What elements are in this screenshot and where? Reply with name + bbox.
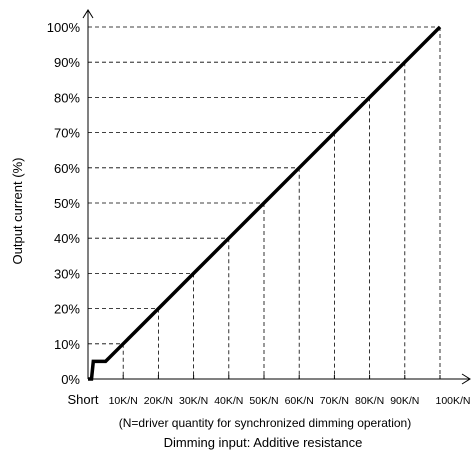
x-axis-arrow [461,373,471,385]
axes [82,9,471,385]
series-line [88,25,442,381]
x-tick-label: 20K/N [144,395,173,407]
x-tick-label: 90K/N [390,395,419,407]
x-tick-label: 100K/N [435,395,470,407]
y-tick-labels: 0% 10% 20% 30% 40% 50% 60% 70% 80% 90% 100% [47,20,81,387]
x-tick-label: 80K/N [355,395,384,407]
x-tick-labels: Short 10K/N 20K/N 30K/N 40K/N 50K/N 60K/N 70K/N… [67,392,470,407]
y-tick-label: 70% [54,126,80,141]
y-tick-label: 50% [54,196,80,211]
y-tick-label: 30% [54,266,80,281]
y-tick-label: 90% [54,55,80,70]
y-tick-label: 60% [54,161,80,176]
y-tick-label: 20% [54,302,80,317]
y-tick-label: 0% [61,372,80,387]
x-axis-note: (N=driver quantity for synchronized dimm… [119,416,411,430]
x-tick-label: 30K/N [179,395,208,407]
x-tick-label: 40K/N [214,395,243,407]
x-tick-label: 60K/N [285,395,314,407]
y-tick-label: 10% [54,337,80,352]
y-tick-label: 100% [47,20,81,35]
x-tick-label: 10K/N [109,395,138,407]
grid-lines [88,26,441,379]
x-tick-label: Short [67,392,98,407]
y-tick-label: 80% [54,90,80,105]
x-tick-label: 70K/N [320,395,349,407]
y-axis-arrow [82,9,94,19]
y-axis-title: Output current (%) [10,158,25,265]
x-axis-title: Dimming input: Additive resistance [164,435,363,450]
series-lines [88,25,442,381]
y-tick-label: 40% [54,231,80,246]
x-tick-label: 50K/N [249,395,278,407]
